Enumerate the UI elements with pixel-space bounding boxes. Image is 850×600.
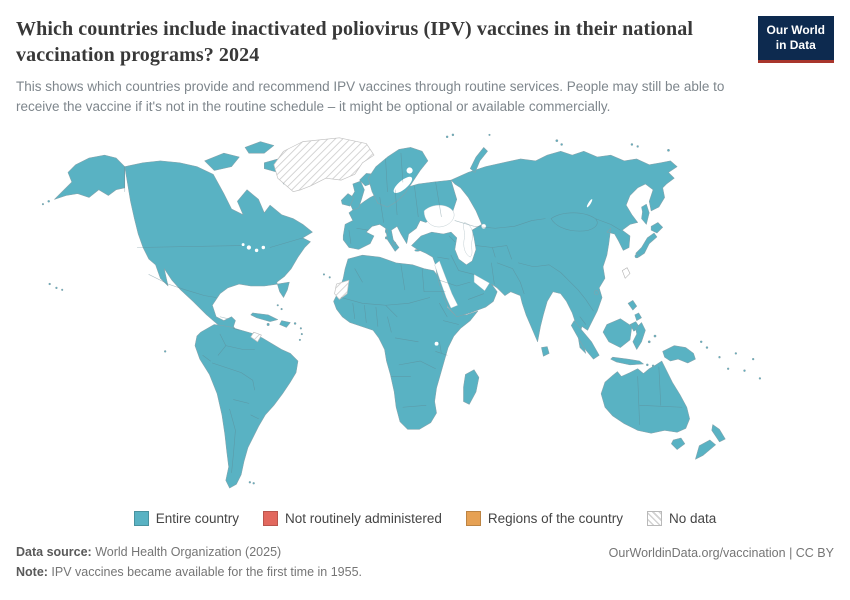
map-region-greenland-no-data[interactable]	[273, 137, 375, 193]
legend-label: No data	[668, 511, 717, 527]
map-region-indonesia	[571, 318, 646, 366]
legend-swatch-entire-country	[133, 511, 149, 527]
map-region-scandinavia	[367, 147, 429, 208]
note-line: Note: IPV vaccines became available for …	[16, 565, 362, 580]
map-region-ireland	[341, 193, 355, 207]
data-source-line: Data source: World Health Organization (…	[16, 545, 282, 560]
map-region-philippines	[627, 300, 642, 332]
legend-label: Entire country	[155, 511, 240, 527]
legend-item-entire-country[interactable]: Entire country	[133, 511, 240, 527]
chart-footer: Data source: World Health Organization (…	[16, 542, 834, 582]
map-region-french-guiana-no-data	[250, 332, 262, 343]
map-region-japan	[635, 222, 663, 258]
map-region-new-zealand	[695, 424, 726, 460]
chart-header: Which countries include inactivated poli…	[16, 14, 834, 117]
legend-swatch-regions-of-country	[465, 511, 481, 527]
legend-item-no-data[interactable]: No data	[646, 511, 717, 527]
map-region-canada-usa-mexico	[124, 160, 313, 351]
map-region-sakhalin	[641, 204, 650, 225]
legend-label: Not routinely administered	[285, 511, 442, 527]
map-region-caribbean	[250, 312, 291, 328]
world-map[interactable]	[16, 121, 834, 501]
legend-swatch-no-data	[646, 511, 662, 527]
continent-north-america[interactable]	[41, 141, 313, 351]
map-region-taiwan	[621, 267, 631, 280]
continent-oceania[interactable]	[600, 340, 762, 460]
legend-item-regions-of-country[interactable]: Regions of the country	[465, 511, 623, 527]
map-region-tasmania	[671, 438, 686, 451]
map-legend: Entire country Not routinely administere…	[16, 511, 834, 527]
red-sea	[434, 260, 458, 309]
map-region-new-guinea	[662, 345, 696, 364]
map-region-australia	[600, 361, 690, 434]
continent-south-america[interactable]	[164, 324, 299, 489]
country-borders	[124, 153, 683, 474]
owid-link[interactable]: OurWorldinData.org/vaccination | CC BY	[608, 546, 834, 561]
map-region-hainan	[593, 290, 599, 296]
map-region-western-sahara-no-data	[334, 280, 350, 301]
map-region-alaska	[54, 155, 126, 200]
map-region-madagascar	[463, 369, 480, 405]
page-title: Which countries include inactivated poli…	[16, 18, 693, 67]
owid-logo-line1: Our World	[766, 23, 825, 37]
legend-label: Regions of the country	[487, 511, 623, 527]
chart-subtitle: This shows which countries provide and r…	[16, 78, 725, 115]
legend-swatch-not-routinely-administered	[263, 511, 279, 527]
owid-logo[interactable]: Our World in Data	[757, 16, 834, 63]
owid-logo-line2: in Data	[775, 38, 816, 52]
continent-europe[interactable]	[341, 147, 458, 255]
persian-gulf	[473, 274, 490, 292]
continent-asia[interactable]	[411, 133, 696, 369]
caspian-sea	[463, 222, 473, 258]
black-sea	[423, 205, 455, 228]
legend-item-not-routinely-administered[interactable]: Not routinely administered	[263, 511, 442, 527]
map-region-sri-lanka	[541, 346, 550, 357]
